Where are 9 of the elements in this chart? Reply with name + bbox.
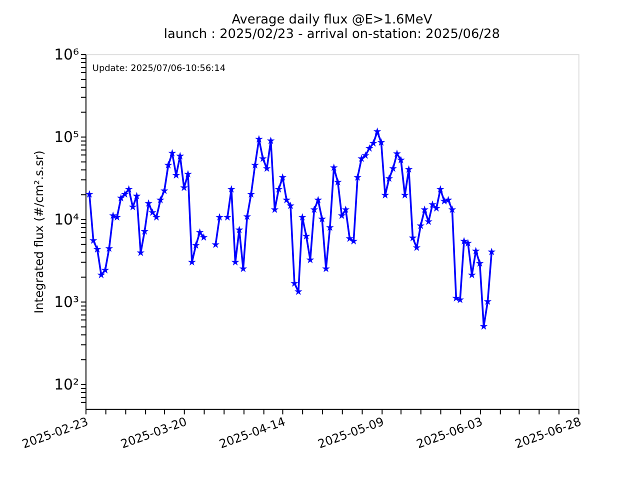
text: launch : 2025/02/23 - arrival on-station: 2025/06/28: [164, 27, 500, 42]
text: Average daily flux @E>1.6MeV: [232, 12, 432, 28]
annotation: Update: 2025/07/06-10:56:14: [92, 64, 226, 74]
y-tick-label: 10³: [54, 293, 80, 312]
y-tick-label: 10²: [54, 376, 80, 394]
y-tick-label: 10⁵: [54, 128, 80, 146]
y-tick-label: 10⁴: [54, 210, 80, 229]
y-tick-label: 10⁶: [54, 46, 80, 64]
y-axis-title: Integrated flux (#/cm².s.sr): [32, 150, 46, 314]
